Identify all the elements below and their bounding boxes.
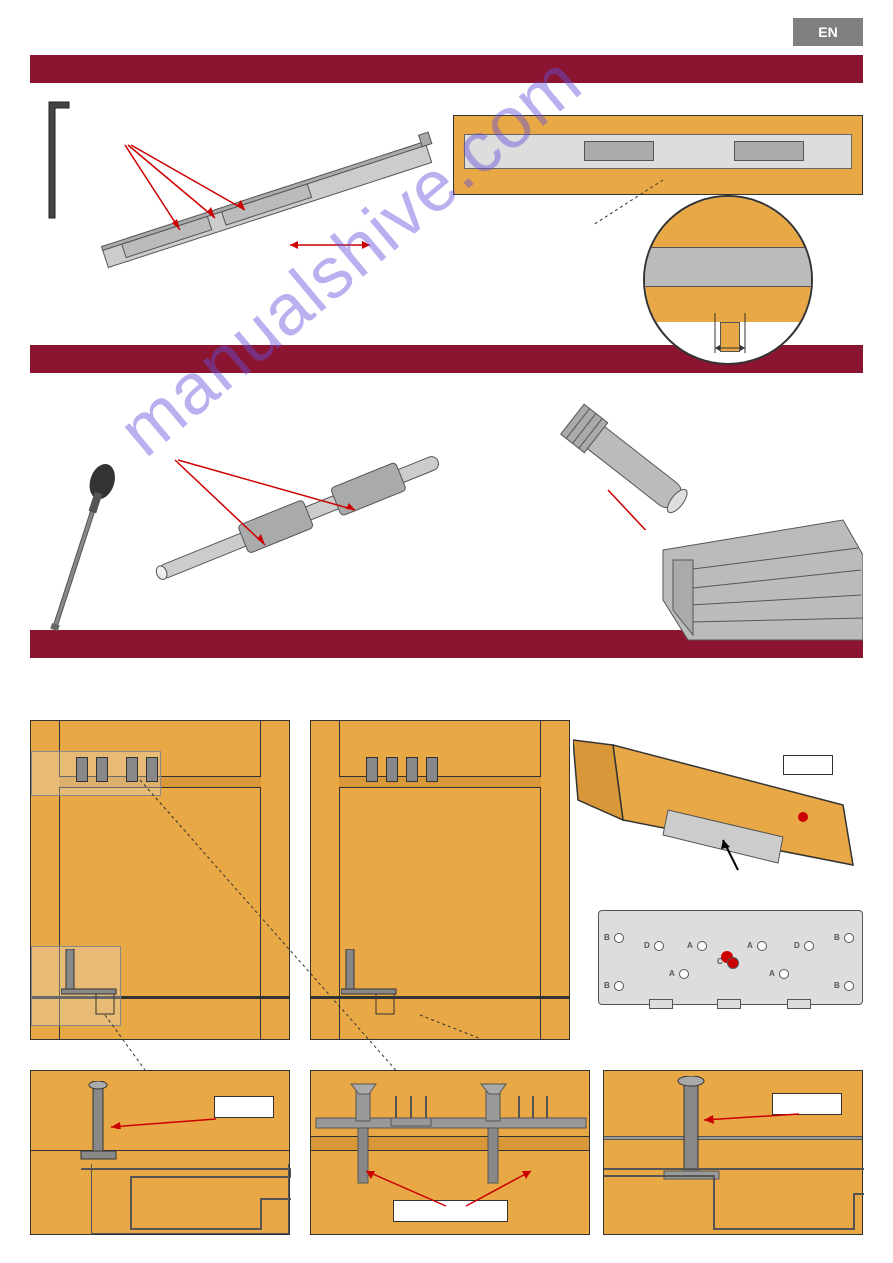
section-3: B D A A D B C B A A B [30,705,863,1235]
section-1 [30,85,863,335]
drawer-rail-diagram [90,115,450,315]
mounting-plate-diagram: B D A A D B C B A A B [598,910,863,1005]
plate-hole-label: B [604,933,610,942]
plate-hole-a [757,941,767,951]
detail-view-3 [603,1070,863,1235]
rail-piece-2 [734,141,804,161]
hex-key-icon [45,100,75,220]
section-2 [30,380,863,620]
plate-hole-d [654,941,664,951]
callout-lines [80,765,480,1085]
detail-view-1 [30,1070,290,1235]
plate-hole-label: D [794,941,800,950]
language-badge: EN [793,18,863,46]
plate-hole-c [727,957,739,969]
plate-hole-label: C [717,957,723,966]
detail-view-2 [310,1070,590,1235]
plate-hole-label: D [644,941,650,950]
plate-hole-d [804,941,814,951]
section-divider-1 [30,55,863,83]
plate-tab [787,999,811,1009]
board-label-box [783,755,833,775]
plate-hole-label: A [747,941,753,950]
plate-hole-label: B [834,933,840,942]
plate-hole-a [779,969,789,979]
plate-tab [649,999,673,1009]
plate-hole-a [679,969,689,979]
plate-hole-label: A [669,969,675,978]
plate-hole-b [614,933,624,943]
plate-hole-label: B [604,981,610,990]
plate-hole-label: A [769,969,775,978]
plate-hole-a [697,941,707,951]
board-perspective-view [573,735,863,905]
tube-component-diagram [523,390,723,530]
plate-hole-b [614,981,624,991]
plate-hole-b [844,933,854,943]
plate-hole-label: B [834,981,840,990]
screwdriver-icon [40,460,120,640]
rod-assembly-diagram [140,410,460,630]
bracket-component-diagram [643,510,863,650]
rail-piece-1 [584,141,654,161]
plate-hole-label: A [687,941,693,950]
plate-hole-b [844,981,854,991]
detail-circle-zoom [643,195,813,365]
plate-tab [717,999,741,1009]
